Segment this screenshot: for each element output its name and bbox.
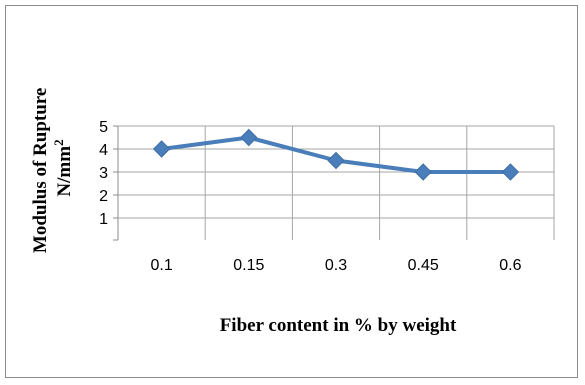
data-point-4	[501, 163, 520, 181]
y-axis-title-superscript: 2	[51, 139, 66, 146]
data-point-3	[414, 163, 432, 181]
data-point-1	[240, 128, 258, 147]
x-axis-title: Fiber content in % by weight	[220, 315, 457, 336]
grid-lines	[118, 125, 555, 240]
y-tick-label-3: 3	[99, 165, 108, 182]
chart-frame	[5, 5, 578, 378]
x-tick-label-0: 0.1	[150, 257, 172, 274]
x-tick-label-1: 0.15	[233, 257, 264, 274]
x-tick-label-4: 0.6	[499, 257, 521, 274]
y-tick-label-4: 4	[99, 142, 108, 159]
y-tick-labels: 1 2 3 4 5	[99, 119, 108, 228]
y-tick-label-2: 2	[99, 188, 108, 205]
y-axis-title-line2: N/mm	[54, 146, 75, 197]
data-point-0	[152, 140, 171, 158]
x-tick-label-3: 0.45	[408, 257, 439, 274]
axes	[113, 125, 119, 241]
x-tick-labels: 0.1 0.15 0.3 0.45 0.6	[150, 257, 521, 274]
y-axis-title-line1: Modulus of Rupture	[30, 88, 51, 253]
y-tick-label-5: 5	[99, 119, 108, 136]
y-axis-title: Modulus of Rupture N/mm2	[30, 83, 75, 253]
x-tick-label-2: 0.3	[325, 257, 347, 274]
series-markers	[152, 128, 520, 181]
data-point-2	[327, 151, 345, 170]
y-tick-label-1: 1	[99, 211, 108, 228]
